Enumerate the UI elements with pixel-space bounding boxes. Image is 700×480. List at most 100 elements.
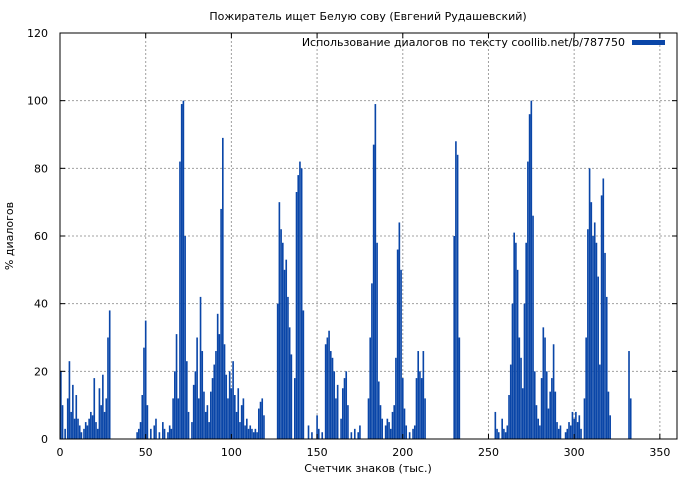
bar [571, 411, 574, 439]
bar [187, 411, 190, 439]
bar [542, 327, 545, 439]
y-tick-label: 80 [34, 162, 48, 175]
x-tick-label: 350 [649, 446, 670, 459]
bar [521, 388, 524, 439]
bar [400, 269, 402, 439]
bar [357, 432, 360, 439]
bar [198, 398, 200, 439]
bar [295, 192, 298, 439]
bar [335, 398, 337, 439]
bar [261, 398, 264, 439]
bar [424, 398, 426, 439]
bar [84, 422, 87, 439]
bar [503, 428, 505, 439]
bar [78, 425, 81, 439]
bar [576, 422, 579, 439]
bar [141, 395, 144, 439]
bar [336, 384, 339, 439]
bar [223, 344, 226, 439]
bar [415, 378, 418, 439]
bar [607, 391, 610, 439]
bar [68, 361, 71, 439]
bar [162, 422, 164, 439]
bar [245, 418, 248, 439]
bar [593, 222, 596, 439]
bar [528, 114, 531, 439]
bar [168, 425, 171, 439]
bar [257, 408, 260, 439]
bar [95, 422, 97, 439]
bar [136, 432, 138, 439]
bar [234, 395, 236, 439]
bar [508, 395, 510, 439]
bar [600, 195, 603, 439]
bar [155, 418, 157, 439]
bar [398, 222, 401, 439]
bar [276, 303, 279, 439]
bar [86, 425, 89, 439]
bar [143, 347, 145, 439]
bar [458, 337, 461, 439]
bar [583, 398, 586, 439]
bar [72, 384, 74, 439]
bar [139, 422, 142, 439]
bar [170, 428, 173, 439]
bar [299, 161, 301, 440]
bar [371, 283, 373, 439]
bar [237, 388, 240, 439]
bar [64, 428, 66, 439]
bar [568, 422, 570, 439]
x-tick-label: 50 [139, 446, 153, 459]
bar [73, 418, 76, 439]
bar [199, 296, 202, 439]
bar [252, 432, 255, 439]
bar [163, 428, 166, 439]
bar [249, 425, 252, 439]
bar [518, 337, 521, 439]
bar [379, 405, 382, 439]
bar [247, 428, 250, 439]
bar [242, 398, 245, 439]
bar [359, 425, 361, 439]
bar [609, 415, 611, 439]
bar [288, 327, 291, 439]
bar [516, 269, 519, 439]
bar [417, 351, 420, 439]
bar [297, 175, 300, 439]
chart-title: Пожиратель ищет Белую сову (Евгений Руда… [209, 10, 526, 23]
bar [96, 428, 99, 439]
bar [167, 432, 169, 439]
bar [225, 374, 228, 439]
bar [180, 104, 183, 440]
bar [287, 296, 289, 439]
bar [381, 418, 384, 439]
bar [256, 432, 258, 439]
bar [629, 398, 632, 439]
bar [388, 422, 390, 439]
bar [280, 229, 282, 439]
x-tick-label: 200 [392, 446, 413, 459]
bar [328, 330, 330, 439]
bar [204, 411, 207, 439]
bar [369, 337, 372, 439]
bar [203, 391, 205, 439]
bar [504, 432, 507, 439]
bar [353, 428, 356, 439]
x-tick-labels: 0 50 100 150 200 250 300 350 [57, 446, 671, 459]
bar [91, 415, 94, 439]
bar [367, 398, 370, 439]
bar [216, 313, 219, 439]
y-tick-labels: 0 20 40 60 80 100 120 [27, 27, 48, 446]
bar [389, 428, 392, 439]
bar [549, 391, 551, 439]
bar [605, 296, 608, 439]
bar [341, 388, 344, 439]
x-tick-label: 0 [57, 446, 64, 459]
bar [179, 161, 181, 440]
bar [105, 398, 108, 439]
y-tick-label: 20 [34, 365, 48, 378]
y-tick-label: 100 [27, 95, 48, 108]
legend: Использование диалогов по тексту coollib… [302, 36, 665, 49]
bar [311, 432, 313, 439]
